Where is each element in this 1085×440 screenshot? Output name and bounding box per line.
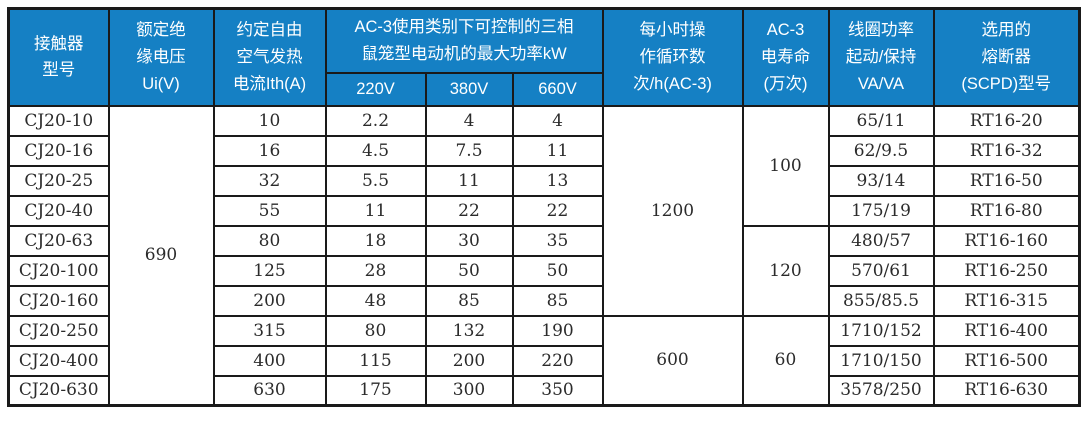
cell-model: CJ20-25 (7, 164, 110, 197)
header-thermal-current: 约定自由 空气发热 电流Ith(A) (212, 7, 327, 107)
cell-ith: 32 (212, 164, 327, 197)
cell-kw220: 4.5 (324, 134, 427, 167)
cell-model: CJ20-250 (7, 314, 110, 347)
table-row: CJ20-40 55 11 22 22 175/19 RT16-80 (7, 194, 1081, 227)
cell-coil: 480/57 (827, 224, 935, 257)
cell-kw660: 13 (511, 164, 604, 197)
cell-coil: 1710/152 (827, 314, 935, 347)
cell-coil: 65/11 (827, 104, 935, 137)
cell-ith: 80 (212, 224, 327, 257)
table-row: CJ20-100 125 28 50 50 570/61 RT16-250 (7, 254, 1081, 287)
cell-kw660: 220 (511, 344, 604, 377)
cell-kw380: 300 (424, 374, 514, 407)
table-row: CJ20-160 200 48 85 85 855/85.5 RT16-315 (7, 284, 1081, 317)
cell-coil: 570/61 (827, 254, 935, 287)
table-row: CJ20-630 630 175 300 350 3578/250 RT16-6… (7, 374, 1081, 407)
cell-kw220: 115 (324, 344, 427, 377)
cell-model: CJ20-630 (7, 374, 110, 407)
cell-model: CJ20-40 (7, 194, 110, 227)
header-fuse-type: 选用的 熔断器 (SCPD)型号 (932, 7, 1081, 107)
cell-fuse: RT16-80 (932, 194, 1081, 227)
cell-fuse: RT16-400 (932, 314, 1081, 347)
cell-model: CJ20-100 (7, 254, 110, 287)
cell-ith: 55 (212, 194, 327, 227)
cell-coil: 93/14 (827, 164, 935, 197)
header-cycles-per-hour: 每小时操 作循环数 次/h(AC-3) (601, 7, 744, 107)
cell-fuse: RT16-250 (932, 254, 1081, 287)
cell-kw660: 22 (511, 194, 604, 227)
cell-ith: 200 (212, 284, 327, 317)
cell-kw380: 4 (424, 104, 514, 137)
merged-life-cell: 60 (741, 314, 830, 407)
header-electrical-life: AC-3 电寿命 (万次) (741, 7, 830, 107)
cell-ith: 315 (212, 314, 327, 347)
cell-kw220: 11 (324, 194, 427, 227)
cell-kw380: 132 (424, 314, 514, 347)
cell-kw220: 28 (324, 254, 427, 287)
merged-life-cell: 120 (741, 224, 830, 317)
cell-kw220: 18 (324, 224, 427, 257)
table-row: CJ20-25 32 5.5 11 13 93/14 RT16-50 (7, 164, 1081, 197)
cell-coil: 1710/150 (827, 344, 935, 377)
cell-kw220: 2.2 (324, 104, 427, 137)
cell-model: CJ20-16 (7, 134, 110, 167)
cell-kw380: 22 (424, 194, 514, 227)
cell-kw380: 7.5 (424, 134, 514, 167)
cell-kw380: 11 (424, 164, 514, 197)
cell-fuse: RT16-32 (932, 134, 1081, 167)
header-model: 接触器 型号 (7, 7, 110, 107)
merged-cycles-cell: 1200 (601, 104, 744, 317)
cell-ith: 10 (212, 104, 327, 137)
cell-model: CJ20-400 (7, 344, 110, 377)
cell-kw380: 200 (424, 344, 514, 377)
cell-coil: 855/85.5 (827, 284, 935, 317)
cell-kw660: 4 (511, 104, 604, 137)
contactor-spec-table: 接触器 型号 额定绝 缘电压 Ui(V) 约定自由 空气发热 电流Ith(A) … (7, 7, 1081, 407)
merged-cycles-cell: 600 (601, 314, 744, 407)
merged-ui-cell: 690 (107, 104, 215, 407)
cell-kw660: 50 (511, 254, 604, 287)
header-coil-power: 线圈功率 起动/保持 VA/VA (827, 7, 935, 107)
cell-ith: 630 (212, 374, 327, 407)
header-660v: 660V (511, 71, 604, 107)
cell-kw660: 35 (511, 224, 604, 257)
cell-fuse: RT16-20 (932, 104, 1081, 137)
table-row: CJ20-63 80 18 30 35 120 480/57 RT16-160 (7, 224, 1081, 317)
table-row: CJ20-250 315 80 132 190 600 60 1710/152 … (7, 314, 1081, 407)
cell-model: CJ20-160 (7, 284, 110, 317)
cell-kw220: 175 (324, 374, 427, 407)
cell-kw220: 48 (324, 284, 427, 317)
header-insulation-voltage: 额定绝 缘电压 Ui(V) (107, 7, 215, 107)
cell-kw660: 85 (511, 284, 604, 317)
cell-coil: 175/19 (827, 194, 935, 227)
cell-kw380: 30 (424, 224, 514, 257)
header-380v: 380V (424, 71, 514, 107)
header-220v: 220V (324, 71, 427, 107)
cell-ith: 16 (212, 134, 327, 167)
cell-kw660: 11 (511, 134, 604, 167)
cell-model: CJ20-63 (7, 224, 110, 257)
page: 接触器 型号 额定绝 缘电压 Ui(V) 约定自由 空气发热 电流Ith(A) … (7, 7, 1081, 407)
cell-kw220: 5.5 (324, 164, 427, 197)
cell-coil: 3578/250 (827, 374, 935, 407)
cell-kw660: 190 (511, 314, 604, 347)
cell-kw380: 50 (424, 254, 514, 287)
cell-model: CJ20-10 (7, 104, 110, 137)
cell-kw660: 350 (511, 374, 604, 407)
table-row: CJ20-16 16 4.5 7.5 11 62/9.5 RT16-32 (7, 134, 1081, 167)
cell-fuse: RT16-630 (932, 374, 1081, 407)
cell-fuse: RT16-160 (932, 224, 1081, 257)
cell-fuse: RT16-315 (932, 284, 1081, 317)
cell-ith: 400 (212, 344, 327, 377)
table-row: CJ20-10 690 10 2.2 4 4 1200 100 65/11 RT… (7, 104, 1081, 407)
cell-fuse: RT16-500 (932, 344, 1081, 377)
table-row: CJ20-400 400 115 200 220 1710/150 RT16-5… (7, 344, 1081, 377)
cell-ith: 125 (212, 254, 327, 287)
cell-kw220: 80 (324, 314, 427, 347)
cell-fuse: RT16-50 (932, 164, 1081, 197)
header-ac3-power-group: AC-3使用类别下可控制的三相 鼠笼型电动机的最大功率kW (324, 7, 604, 74)
merged-life-cell: 100 (741, 104, 830, 227)
cell-coil: 62/9.5 (827, 134, 935, 167)
cell-kw380: 85 (424, 284, 514, 317)
